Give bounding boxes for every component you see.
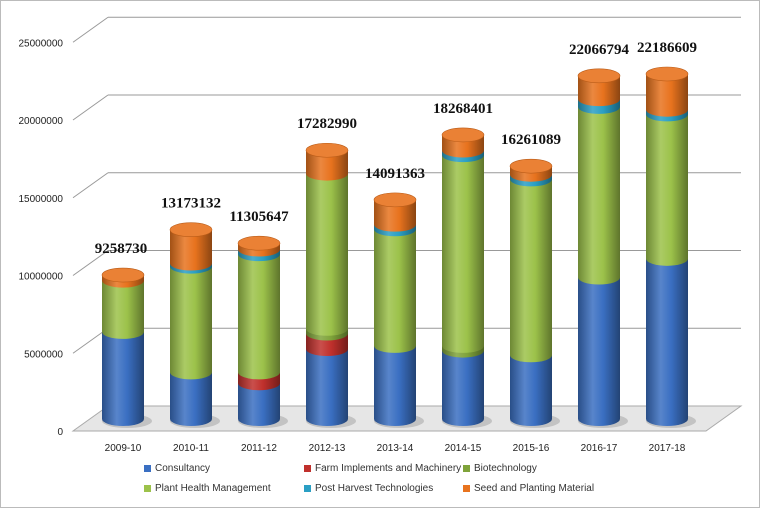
legend-label: Post Harvest Technologies bbox=[315, 483, 434, 494]
legend-swatch bbox=[463, 465, 470, 472]
legend-item: Plant Health Management bbox=[144, 483, 271, 494]
y-tick-label: 5000000 bbox=[24, 349, 63, 360]
bar-top-cap bbox=[645, 66, 689, 82]
legend-label: Biotechnology bbox=[474, 463, 537, 474]
bar-segment-plant-health-management bbox=[306, 173, 348, 336]
data-label: 22066794 bbox=[569, 42, 630, 58]
data-label: 14091363 bbox=[365, 166, 425, 182]
bar-segment-consultancy bbox=[170, 372, 212, 426]
bar-segment-plant-health-management bbox=[646, 114, 688, 266]
x-tick-label: 2009-10 bbox=[105, 443, 142, 454]
bar-top-cap bbox=[169, 222, 213, 238]
gridline-diagonal bbox=[72, 250, 109, 276]
data-label: 18268401 bbox=[433, 101, 493, 117]
y-tick-label: 25000000 bbox=[19, 38, 64, 49]
data-label: 11305647 bbox=[229, 209, 289, 225]
legend-item: Seed and Planting Material bbox=[463, 483, 594, 494]
data-label: 9258730 bbox=[95, 241, 148, 257]
bar-top-cap bbox=[441, 127, 485, 143]
data-label: 17282990 bbox=[297, 116, 357, 132]
x-tick-label: 2010-11 bbox=[173, 443, 209, 454]
legend-item: Consultancy bbox=[144, 463, 210, 474]
legend-label: Consultancy bbox=[155, 463, 211, 474]
legend-item: Farm Implements and Machinery bbox=[304, 463, 461, 474]
legend-swatch bbox=[144, 465, 151, 472]
bar-segment-plant-health-management bbox=[170, 266, 212, 380]
legend-label: Seed and Planting Material bbox=[474, 483, 595, 494]
y-tick-label: 15000000 bbox=[19, 194, 64, 205]
y-tick-label: 10000000 bbox=[19, 272, 64, 283]
bar-segment-plant-health-management bbox=[374, 229, 416, 353]
legend-swatch bbox=[304, 465, 311, 472]
bar-segment-plant-health-management bbox=[442, 155, 484, 353]
bar-segment-seed-and-planting-material bbox=[578, 75, 620, 107]
bar-segment-consultancy bbox=[306, 349, 348, 426]
bar-segment-consultancy bbox=[510, 355, 552, 426]
x-tick-label: 2014-15 bbox=[445, 443, 482, 454]
legend-label: Plant Health Management bbox=[155, 483, 271, 494]
legend-swatch bbox=[463, 485, 470, 492]
legend-swatch bbox=[144, 485, 151, 492]
legend-swatch bbox=[304, 485, 311, 492]
bar-segment-seed-and-planting-material bbox=[170, 229, 212, 271]
data-label: 13173132 bbox=[161, 196, 221, 212]
x-tick-label: 2013-14 bbox=[377, 443, 414, 454]
gridline-diagonal bbox=[72, 94, 109, 121]
bar-segment-plant-health-management bbox=[578, 106, 620, 285]
bar-segment-consultancy bbox=[374, 345, 416, 426]
bar-segment-consultancy bbox=[646, 258, 688, 426]
bar-top-cap bbox=[305, 142, 349, 158]
bar-top-cap bbox=[577, 68, 621, 84]
bar-segment-consultancy bbox=[442, 350, 484, 426]
x-tick-label: 2012-13 bbox=[309, 443, 346, 454]
x-tick-label: 2011-12 bbox=[241, 443, 277, 454]
legend-label: Farm Implements and Machinery bbox=[315, 463, 462, 474]
legend-item: Biotechnology bbox=[463, 463, 537, 474]
bar-segment-plant-health-management bbox=[238, 254, 280, 380]
bar-segment-plant-health-management bbox=[510, 179, 552, 363]
bar-top-cap bbox=[373, 192, 417, 208]
bar-segment-consultancy bbox=[578, 277, 620, 426]
bar-top-cap bbox=[509, 158, 553, 174]
gridline-diagonal bbox=[72, 16, 109, 43]
data-label: 22186609 bbox=[637, 40, 697, 56]
bar-top-cap bbox=[237, 235, 281, 251]
bar-segment-plant-health-management bbox=[102, 280, 144, 339]
bar-segment-consultancy bbox=[238, 383, 280, 426]
gridline-diagonal bbox=[72, 172, 109, 199]
bar-segment-seed-and-planting-material bbox=[374, 199, 416, 232]
bar-segment-seed-and-planting-material bbox=[646, 73, 688, 117]
legend-item: Post Harvest Technologies bbox=[304, 483, 433, 494]
bar-segment-seed-and-planting-material bbox=[306, 150, 348, 181]
data-label: 16261089 bbox=[501, 132, 561, 148]
x-tick-label: 2017-18 bbox=[649, 443, 686, 454]
bar-top-cap bbox=[101, 267, 145, 283]
x-tick-label: 2016-17 bbox=[581, 443, 618, 454]
y-tick-label: 20000000 bbox=[19, 116, 64, 127]
x-tick-label: 2015-16 bbox=[513, 443, 550, 454]
bar-segment-consultancy bbox=[102, 331, 144, 426]
y-tick-label: 0 bbox=[57, 427, 63, 438]
